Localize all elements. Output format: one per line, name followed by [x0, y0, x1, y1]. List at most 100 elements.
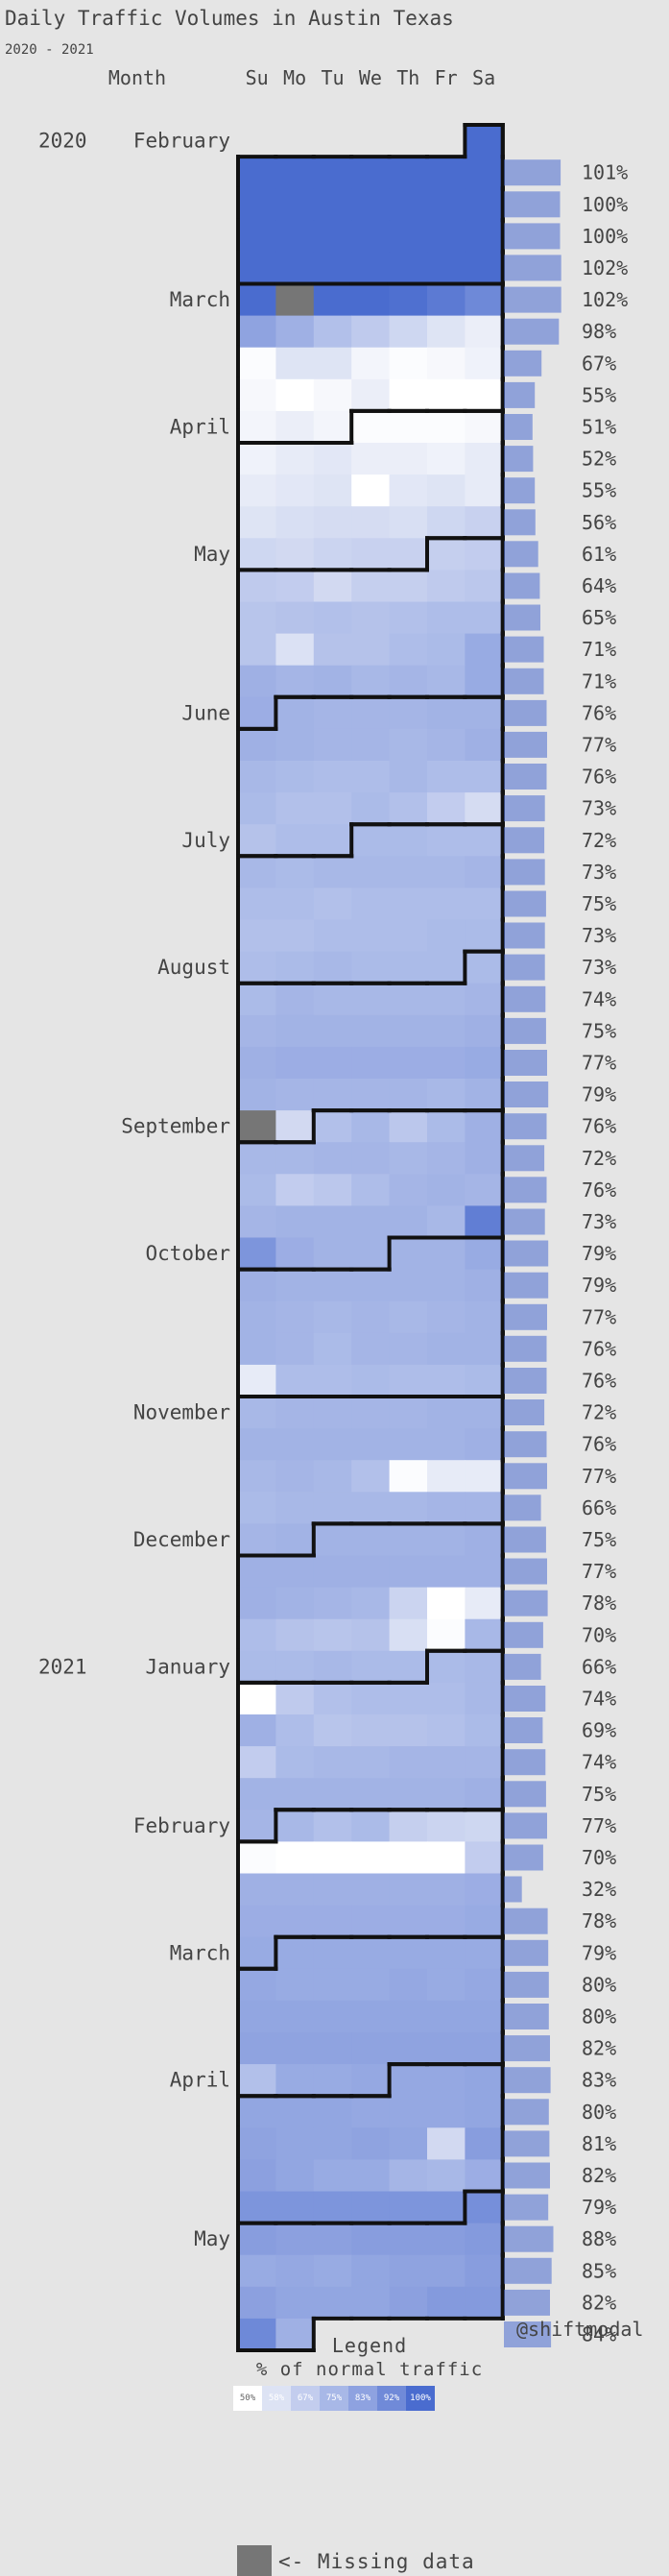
day-cell [389, 2127, 428, 2160]
day-cell [238, 951, 276, 984]
day-cell [275, 1587, 315, 1620]
day-cell [427, 1746, 466, 1779]
weekly-average-bar [504, 1971, 549, 1998]
day-cell [427, 410, 466, 444]
day-cell [351, 283, 391, 317]
day-cell [313, 315, 352, 349]
weekly-average-label: 76% [582, 766, 616, 789]
day-cell [427, 220, 466, 253]
day-cell [238, 2032, 276, 2065]
day-cell [275, 1523, 315, 1557]
weekly-average-bars: 101% 100% 100% 102% 102% 98% 67% 55% 51% 52% 55% 56… [504, 159, 628, 2347]
day-cell [389, 252, 428, 285]
day-cell [275, 2286, 315, 2320]
day-cell [351, 538, 391, 571]
weekly-average-label: 69% [582, 1719, 616, 1742]
day-cell [389, 1237, 428, 1271]
day-cell [313, 633, 352, 667]
weekly-average-bar [504, 1399, 545, 1425]
day-cell [351, 443, 391, 475]
day-cell [389, 1873, 428, 1907]
weekly-average-label: 80% [582, 2005, 616, 2029]
day-cell [389, 2000, 428, 2033]
legend-swatch: 75% [320, 2386, 348, 2411]
day-cell [275, 1746, 315, 1779]
month-borders [236, 123, 505, 2352]
legend-title: Legend [331, 2334, 408, 2357]
day-cell [238, 761, 276, 793]
weekly-average-label: 79% [582, 1083, 616, 1106]
weekly-average-label: 80% [582, 2101, 616, 2124]
day-cell [238, 1174, 276, 1206]
day-cell [389, 538, 428, 571]
day-cell [238, 1650, 276, 1684]
day-cell [275, 1110, 315, 1143]
weekly-average-bar [504, 2225, 554, 2252]
day-cell [275, 410, 315, 444]
day-cell [238, 792, 276, 825]
weekly-average-bar [504, 1558, 547, 1585]
day-cell [427, 2159, 466, 2193]
missing-data-swatch [237, 2545, 272, 2576]
day-cell [351, 856, 391, 888]
day-cell [389, 1523, 428, 1557]
day-cell [238, 410, 276, 444]
day-cell [351, 1428, 391, 1461]
day-cell [389, 2254, 428, 2288]
day-cell [275, 1841, 315, 1875]
day-cell [313, 1905, 352, 1938]
day-cell [465, 443, 504, 475]
day-cell [427, 2254, 466, 2288]
day-cell [275, 951, 315, 984]
day-cell [313, 1397, 352, 1429]
day-cell [275, 983, 315, 1016]
day-cell [389, 1810, 428, 1842]
day-cell [351, 1364, 391, 1397]
day-cell [313, 506, 352, 539]
weekly-average-bar [504, 2321, 552, 2347]
day-cell [238, 283, 276, 317]
day-cell [427, 696, 466, 730]
weekly-average-label: 73% [582, 956, 616, 979]
day-cell [238, 1460, 276, 1493]
month-label: April [170, 2069, 230, 2092]
day-cell [351, 887, 391, 921]
day-cell [465, 887, 504, 921]
day-cell [238, 347, 276, 380]
day-cell [275, 506, 315, 539]
weekly-average-label: 75% [582, 1528, 616, 1551]
day-cell [427, 1460, 466, 1493]
chart-title: Daily Traffic Volumes in Austin Texas [5, 7, 454, 30]
day-cell [389, 1905, 428, 1938]
day-cell [238, 538, 276, 571]
weekly-average-bar [504, 2194, 549, 2221]
weekly-average-label: 64% [582, 574, 616, 597]
weekly-average-label: 85% [582, 2259, 616, 2282]
weekly-average-label: 78% [582, 1909, 616, 1932]
weekly-average-label: 76% [582, 701, 616, 724]
day-cell [389, 601, 428, 635]
day-cell [465, 1300, 504, 1334]
day-cell [238, 1397, 276, 1429]
day-cell [238, 919, 276, 953]
day-cell [427, 951, 466, 984]
day-cell [389, 633, 428, 667]
day-cell [275, 443, 315, 475]
weekly-average-label: 82% [582, 2291, 616, 2314]
day-cell [427, 1841, 466, 1875]
day-cell [465, 824, 504, 857]
day-cell [427, 1936, 466, 1970]
day-cell [389, 1650, 428, 1684]
day-cell [427, 443, 466, 475]
day-cell [275, 761, 315, 793]
day-cell [465, 252, 504, 285]
day-cell [351, 665, 391, 698]
day-cell [238, 1142, 276, 1175]
day-cell [427, 665, 466, 698]
weekly-average-bar [504, 668, 544, 694]
day-cell [351, 315, 391, 349]
day-cell [238, 2286, 276, 2320]
day-cell [389, 410, 428, 444]
day-cell [465, 2286, 504, 2320]
day-cell [313, 2159, 352, 2193]
